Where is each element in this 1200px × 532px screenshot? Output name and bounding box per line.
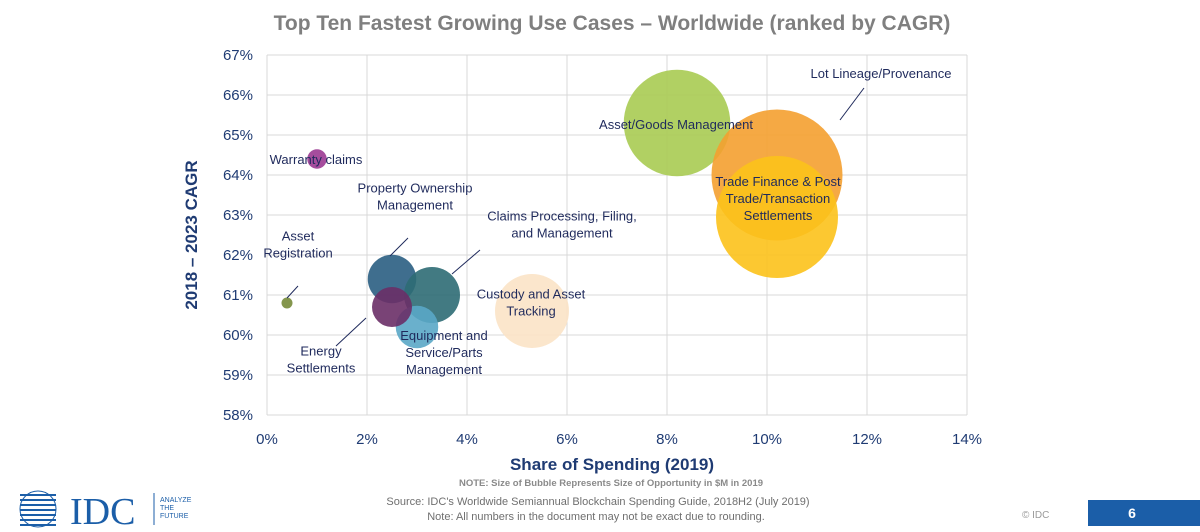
bubble (307, 149, 327, 169)
y-axis-title: 2018 – 2023 CAGR (182, 160, 201, 309)
bubble (372, 287, 412, 327)
leader-line (286, 285, 299, 299)
logo-tagline-3: FUTURE (160, 513, 189, 520)
bubble-label: Claims Processing, Filing, (487, 209, 637, 224)
y-tick-label: 64% (223, 167, 253, 184)
bubble-label: and Management (511, 226, 613, 241)
x-tick-label: 2% (356, 431, 378, 448)
bubble-label: Lot Lineage/Provenance (811, 66, 952, 81)
bubble-label: Trade Finance & Post (715, 174, 841, 189)
bubble-label: Registration (263, 246, 332, 261)
x-axis-title: Share of Spending (2019) (510, 455, 714, 474)
bubble (716, 156, 838, 278)
bubble (495, 274, 569, 348)
idc-logo: IDC ANALYZE THE FUTURE (19, 490, 192, 532)
globe-icon (19, 490, 57, 528)
x-tick-label: 0% (256, 431, 278, 448)
bubble-label: Equipment and (400, 328, 487, 343)
logo-tagline-2: THE (160, 505, 174, 512)
bubble (623, 69, 731, 177)
leader-line (839, 87, 865, 121)
y-tick-label: 63% (223, 207, 253, 224)
bubble-size-note: NOTE: Size of Bubble Represents Size of … (459, 478, 763, 489)
y-tick-label: 65% (223, 127, 253, 144)
x-tick-label: 8% (656, 431, 678, 448)
bubble-label: Asset/Goods Management (599, 117, 753, 132)
bubble-label: Custody and Asset (477, 287, 586, 302)
bubble-label: Warranty claims (270, 152, 363, 167)
grid (266, 54, 968, 416)
y-tick-label: 60% (223, 327, 253, 344)
logo-tagline-1: ANALYZE (160, 497, 192, 504)
bubble-label: Management (377, 198, 453, 213)
leader-lines (286, 87, 865, 347)
x-tick-label: 12% (852, 431, 882, 448)
logo-wordmark: IDC (70, 491, 135, 532)
bubble-label: Management (406, 362, 482, 377)
bubble-label: Settlements (287, 361, 356, 376)
source-note: Source: IDC's Worldwide Semiannual Block… (386, 496, 809, 508)
copyright: © IDC (1022, 510, 1049, 521)
bubble-label: Service/Parts (405, 345, 483, 360)
chart-title: Top Ten Fastest Growing Use Cases – Worl… (274, 12, 951, 35)
leader-line (451, 249, 481, 275)
x-tick-label: 6% (556, 431, 578, 448)
x-tick-label: 4% (456, 431, 478, 448)
bubble-label: Property Ownership (358, 181, 473, 196)
axis-ticks: 0% 2% 4% 6% 8% 10% 12% 14% 58% 59% 60% 61% 62% 63% 64%… (223, 47, 982, 448)
leader-line (335, 317, 367, 347)
leader-line (389, 237, 409, 257)
y-tick-label: 62% (223, 247, 253, 264)
bubble-label: Asset (282, 229, 315, 244)
rounding-note: Note: All numbers in the document may no… (427, 511, 765, 523)
bubble-label: Tracking (506, 304, 555, 319)
y-tick-label: 61% (223, 287, 253, 304)
bubble (281, 297, 293, 309)
page-number: 6 (1128, 505, 1136, 521)
y-tick-label: 67% (223, 47, 253, 64)
bubble-label: Trade/Transaction (726, 191, 831, 206)
y-tick-label: 66% (223, 87, 253, 104)
y-tick-label: 58% (223, 407, 253, 424)
bubble-label: Energy (300, 344, 342, 359)
page-number-box (1088, 500, 1200, 526)
bubble-label: Settlements (744, 208, 813, 223)
y-tick-label: 59% (223, 367, 253, 384)
bubble-labels: Asset/Goods Management Lot Lineage/Proven… (263, 66, 951, 377)
x-tick-label: 10% (752, 431, 782, 448)
x-tick-label: 14% (952, 431, 982, 448)
bubbles (281, 69, 843, 349)
